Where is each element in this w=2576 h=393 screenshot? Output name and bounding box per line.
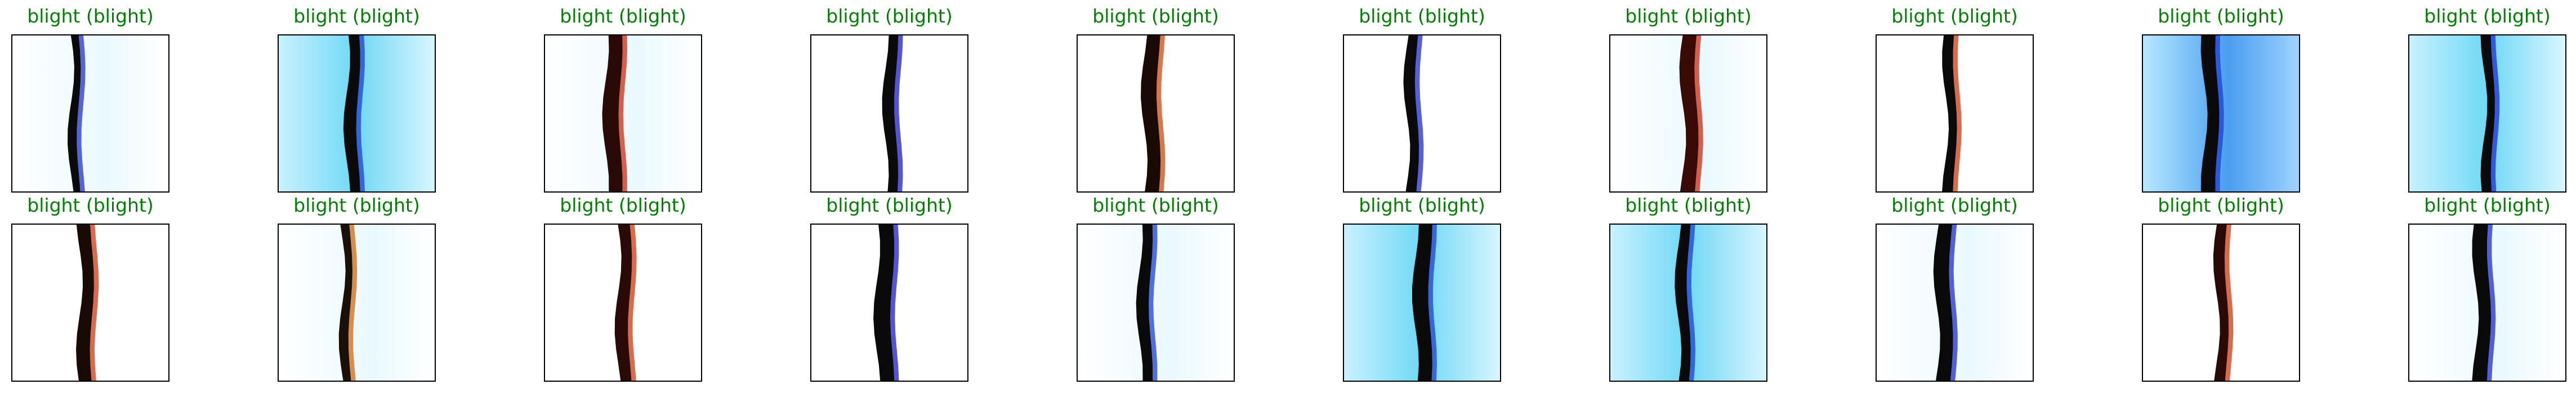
prediction-panel: blight (blight) [0,0,203,393]
prediction-panel: blight (blight) [1309,0,1535,393]
prediction-panel: blight (blight) [1842,0,2068,393]
prediction-panel: blight (blight) [1309,0,1535,393]
leaf-photo [12,35,168,191]
panel-title: blight (blight) [293,5,420,27]
prediction-panel: blight (blight) [1842,0,2068,393]
leaf-image [544,34,702,193]
panel-title: blight (blight) [2424,194,2551,216]
prediction-panel: blight (blight) [2108,0,2334,393]
panel-title: blight (blight) [2158,194,2284,216]
leaf-photo [1078,35,1234,191]
panel-title: blight (blight) [2158,5,2284,27]
prediction-panel: blight (blight) [510,0,736,393]
leaf-photo [811,35,967,191]
leaf-image [2142,34,2300,193]
leaf-photo [1877,225,2033,381]
leaf-image [2408,224,2566,382]
leaf-image [1077,224,1235,382]
prediction-panel: blight (blight) [776,0,1002,393]
prediction-panel: blight (blight) [1043,0,1269,393]
leaf-photo [279,35,435,191]
prediction-panel: blight (blight) [1575,0,1801,393]
leaf-image [1609,224,1767,382]
prediction-panel: blight (blight) [1575,0,1801,393]
leaf-image [278,224,436,382]
prediction-panel: blight (blight) [1043,0,1269,393]
leaf-image [1343,34,1501,193]
prediction-panel: blight (blight) [2374,0,2576,393]
panel-title: blight (blight) [1092,194,1219,216]
panel-title: blight (blight) [2424,5,2551,27]
leaf-photo [2409,35,2565,191]
panel-title: blight (blight) [1359,194,1485,216]
leaf-photo [1610,35,1766,191]
leaf-image [11,34,169,193]
panel-title: blight (blight) [560,5,686,27]
panel-title: blight (blight) [27,194,154,216]
leaf-photo [1344,225,1500,381]
prediction-panel: blight (blight) [2374,0,2576,393]
leaf-photo [2409,225,2565,381]
leaf-image [1876,34,2034,193]
panel-title: blight (blight) [1891,194,2018,216]
leaf-image [1077,34,1235,193]
prediction-panel: blight (blight) [0,0,203,393]
leaf-photo [1877,35,2033,191]
prediction-panel: blight (blight) [2108,0,2334,393]
panel-title: blight (blight) [293,194,420,216]
leaf-image [1609,34,1767,193]
leaf-photo [545,35,701,191]
panel-title: blight (blight) [1092,5,1219,27]
leaf-image [2142,224,2300,382]
prediction-panel: blight (blight) [510,0,736,393]
leaf-image [278,34,436,193]
prediction-panel: blight (blight) [244,0,470,393]
prediction-panel: blight (blight) [776,0,1002,393]
leaf-image [2408,34,2566,193]
panel-title: blight (blight) [826,5,953,27]
leaf-photo [12,225,168,381]
leaf-image [810,34,968,193]
panel-title: blight (blight) [1359,5,1485,27]
leaf-image [11,224,169,382]
leaf-photo [811,225,967,381]
leaf-photo [545,225,701,381]
leaf-photo [1344,35,1500,191]
leaf-image [810,224,968,382]
leaf-photo [1610,225,1766,381]
panel-title: blight (blight) [826,194,953,216]
panel-title: blight (blight) [27,5,154,27]
leaf-photo [279,225,435,381]
leaf-image [1876,224,2034,382]
panel-title: blight (blight) [1625,5,1752,27]
leaf-photo [2143,35,2299,191]
leaf-photo [1078,225,1234,381]
leaf-image [1343,224,1501,382]
prediction-panel: blight (blight) [244,0,470,393]
panel-title: blight (blight) [1891,5,2018,27]
panel-title: blight (blight) [560,194,686,216]
panel-title: blight (blight) [1625,194,1752,216]
leaf-photo [2143,225,2299,381]
leaf-image [544,224,702,382]
